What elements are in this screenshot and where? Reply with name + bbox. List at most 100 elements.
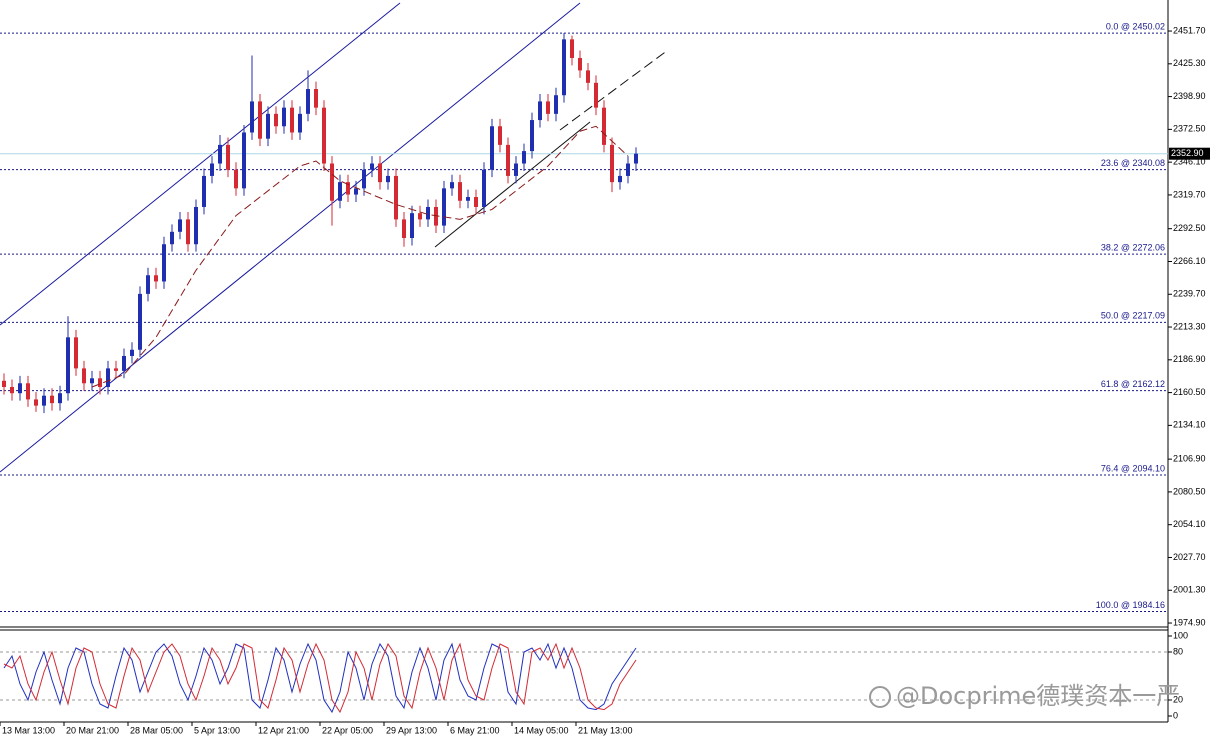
candle-body (594, 82, 598, 108)
candle-body (378, 163, 382, 183)
y-tick-label: 2266.10 (1173, 256, 1206, 266)
candle-body (546, 101, 550, 114)
oscillator-line (3, 642, 637, 714)
candle-body (234, 169, 238, 189)
candle-body (330, 163, 334, 201)
candle-body (498, 126, 502, 145)
candle-body (26, 383, 30, 400)
y-tick-label: 2106.90 (1173, 454, 1206, 464)
y-tick-label: 1974.90 (1173, 617, 1206, 627)
last-price-label: 2352.90 (1171, 148, 1204, 158)
fib-label: 0.0 @ 2450.02 (1106, 22, 1165, 32)
candle-body (250, 101, 254, 133)
channel-line (0, 2, 401, 326)
candle-body (130, 349, 134, 356)
candle-body (386, 175, 390, 183)
candle-body (242, 132, 246, 189)
candle-body (2, 380, 6, 388)
y-tick-label: 80 (1173, 646, 1183, 656)
y-tick-label: 100 (1173, 630, 1188, 640)
candle-body (522, 151, 526, 164)
candle-body (426, 206, 430, 220)
trend-line (434, 121, 591, 248)
candle-body (458, 182, 462, 201)
moving-average (91, 125, 629, 388)
candle-body (282, 107, 286, 127)
candle-body (162, 244, 166, 282)
candle-body (474, 197, 478, 207)
candle-body (146, 275, 150, 294)
candle-body (514, 163, 518, 176)
candle-body (434, 206, 438, 226)
y-tick-label: 2239.70 (1173, 289, 1206, 299)
candle-body (626, 163, 630, 176)
candle-body (634, 153, 638, 164)
candle-body (66, 337, 70, 394)
candle-body (554, 95, 558, 114)
y-tick-label: 0 (1173, 710, 1178, 720)
candle-body (170, 231, 174, 245)
trend-line (559, 49, 669, 131)
x-tick-label: 22 Apr 05:00 (322, 725, 373, 735)
candle-body (570, 39, 574, 58)
candle-body (90, 378, 94, 384)
candle-body (466, 197, 470, 201)
channel-line (0, 2, 581, 473)
candle-body (106, 368, 110, 388)
candle-body (178, 219, 182, 232)
candle-body (186, 219, 190, 245)
candle-body (338, 182, 342, 201)
oscillator-line (3, 642, 637, 714)
candle-body (138, 293, 142, 350)
candle-body (34, 399, 38, 406)
y-tick-label: 20 (1173, 694, 1183, 704)
candle-body (154, 275, 158, 282)
candle-body (258, 101, 262, 139)
x-tick-label: 5 Apr 13:00 (194, 725, 240, 735)
candle-body (618, 175, 622, 183)
candle-body (418, 213, 422, 220)
candle-body (610, 144, 614, 183)
candle-body (42, 395, 46, 406)
y-tick-label: 2213.30 (1173, 321, 1206, 331)
candle-body (346, 182, 350, 195)
candle-body (266, 113, 270, 139)
watermark-logo (869, 686, 891, 708)
candle-body (314, 89, 318, 108)
y-tick-label: 2319.70 (1173, 189, 1206, 199)
x-tick-label: 6 May 21:00 (450, 725, 500, 735)
candle-body (58, 393, 62, 404)
fib-label: 50.0 @ 2217.09 (1101, 311, 1165, 321)
candle-body (402, 219, 406, 239)
candle-body (114, 368, 118, 371)
candle-body (202, 175, 206, 207)
fib-label: 76.4 @ 2094.10 (1101, 463, 1165, 473)
y-tick-label: 2372.50 (1173, 124, 1206, 134)
candle-body (602, 107, 606, 145)
y-tick-label: 2027.70 (1173, 552, 1206, 562)
candle-body (18, 383, 22, 394)
y-tick-label: 2186.90 (1173, 354, 1206, 364)
y-tick-label: 2001.30 (1173, 585, 1206, 595)
y-tick-label: 2346.10 (1173, 157, 1206, 167)
candle-body (98, 378, 102, 388)
y-tick-label: 2398.90 (1173, 91, 1206, 101)
candle-body (394, 175, 398, 220)
candle-body (410, 213, 414, 239)
candle-body (370, 163, 374, 170)
x-tick-label: 28 Mar 05:00 (130, 725, 183, 735)
y-tick-label: 2134.10 (1173, 420, 1206, 430)
candle-body (298, 113, 302, 133)
candle-body (362, 169, 366, 189)
candle-body (274, 113, 278, 127)
x-tick-label: 29 Apr 13:00 (386, 725, 437, 735)
y-tick-label: 2451.70 (1173, 25, 1206, 35)
candle-body (354, 188, 358, 195)
candle-body (122, 355, 126, 371)
y-tick-label: 2054.10 (1173, 519, 1206, 529)
x-tick-label: 21 May 13:00 (578, 725, 633, 735)
y-tick-label: 2160.50 (1173, 387, 1206, 397)
fib-label: 23.6 @ 2340.08 (1101, 158, 1165, 168)
y-tick-label: 2080.50 (1173, 486, 1206, 496)
